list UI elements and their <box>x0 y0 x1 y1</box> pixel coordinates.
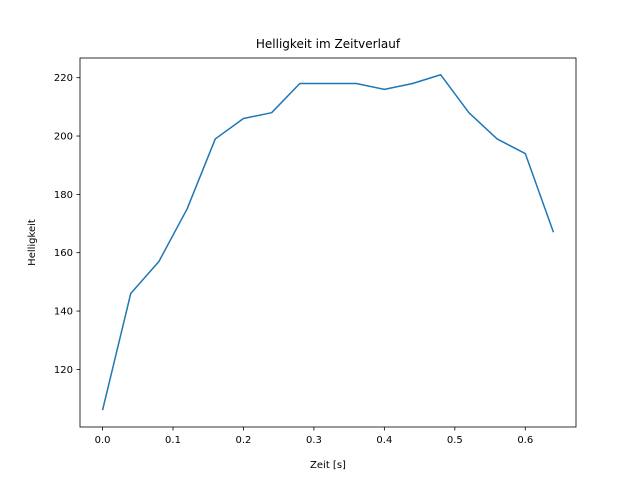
y-tick-label: 140 <box>54 307 73 318</box>
x-tick-label: 0.0 <box>95 435 111 446</box>
x-tick-label: 0.2 <box>236 435 252 446</box>
chart-title: Helligkeit im Zeitverlauf <box>256 37 401 51</box>
x-tick-label: 0.5 <box>447 435 463 446</box>
x-axis: 0.0 0.1 0.2 0.3 0.4 0.5 0.6 <box>95 427 533 446</box>
x-tick-label: 0.4 <box>376 435 392 446</box>
y-tick-label: 200 <box>54 132 73 143</box>
y-axis: 120 140 160 180 200 220 <box>54 73 80 376</box>
y-tick-label: 120 <box>54 365 73 376</box>
plot-area <box>101 74 555 411</box>
x-tick-label: 0.6 <box>517 435 533 446</box>
y-tick-label: 220 <box>54 73 73 84</box>
y-tick-label: 180 <box>54 190 73 201</box>
y-axis-label: Helligkeit <box>27 219 38 266</box>
x-tick-label: 0.3 <box>306 435 322 446</box>
y-tick-label: 160 <box>54 248 73 259</box>
axes-frame <box>79 57 577 428</box>
x-tick-label: 0.1 <box>165 435 181 446</box>
x-axis-label: Zeit [s] <box>310 460 346 471</box>
